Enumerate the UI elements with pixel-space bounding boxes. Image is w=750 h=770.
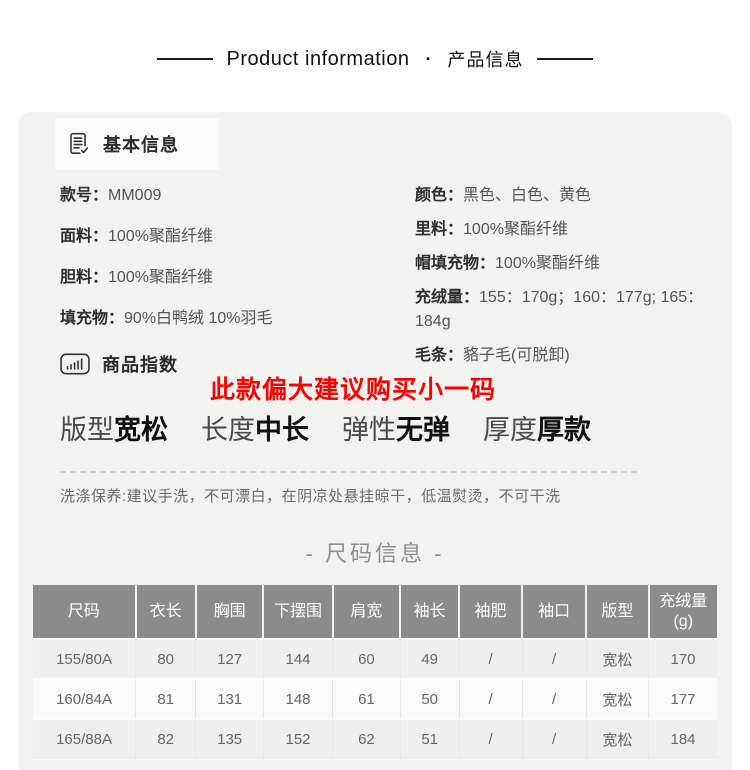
size-table-cell: 80 bbox=[135, 639, 196, 680]
size-table-cell: 60 bbox=[332, 639, 401, 680]
size-table-cell: 49 bbox=[399, 639, 460, 680]
product-index-row: 版型宽松 长度中长 弹性无弹 厚度厚款 bbox=[60, 408, 717, 447]
size-table-column-header: 版型 bbox=[585, 585, 649, 639]
size-table-column-header: 胸围 bbox=[194, 585, 264, 639]
header-line-left bbox=[156, 58, 213, 60]
info-item-lining: 里料：100%聚酯纤维 bbox=[415, 221, 568, 238]
size-table-cell: / bbox=[521, 639, 587, 680]
size-table: 尺码 衣长 胸围 下摆围 肩宽 袖长 袖肥 袖口 版型 充绒量(g) 155/80A 80 127 14… bbox=[33, 585, 717, 760]
size-table-column-header: 衣长 bbox=[134, 585, 196, 639]
size-table-cell: 61 bbox=[332, 679, 401, 720]
dashed-divider bbox=[60, 471, 637, 473]
size-table-cell: / bbox=[458, 639, 522, 680]
size-table-header-row: 尺码 衣长 胸围 下摆围 肩宽 袖长 袖肥 袖口 版型 充绒量(g) bbox=[33, 585, 717, 639]
size-table-cell: 144 bbox=[262, 639, 333, 680]
size-table-cell: 50 bbox=[399, 679, 460, 720]
index-item-length: 长度中长 bbox=[201, 415, 309, 445]
size-table-row: 160/84A 81 131 148 61 50// 宽松 177 bbox=[33, 679, 717, 720]
page-title-zh: 产品信息 bbox=[447, 50, 524, 70]
size-table-cell: 165/88A bbox=[33, 719, 136, 760]
size-table-cell: 82 bbox=[135, 719, 196, 760]
size-table-cell: 148 bbox=[262, 679, 333, 720]
size-table-column-header: 尺码 bbox=[33, 585, 136, 639]
page-header: Product information · 产品信息 bbox=[0, 0, 750, 72]
size-table-cell: 177 bbox=[648, 679, 717, 720]
info-item-down-weight: 充绒量：155：170g；160：177g; 165：184g bbox=[415, 289, 704, 330]
info-item-fur-collar: 毛条：貉子毛(可脱卸) bbox=[415, 347, 570, 364]
size-table-cell: 宽松 bbox=[585, 719, 649, 760]
bar-chart-icon bbox=[60, 353, 90, 375]
product-index-title: 商品指数 bbox=[102, 355, 178, 375]
index-item-fit: 版型宽松 bbox=[60, 415, 168, 445]
size-info-heading: - 尺码信息 - bbox=[305, 541, 445, 566]
size-table-cell: 81 bbox=[135, 679, 196, 720]
index-item-thickness: 厚度厚款 bbox=[483, 415, 591, 445]
info-item-fabric: 面料：100%聚酯纤维 bbox=[60, 228, 213, 245]
size-table-column-header: 下摆围 bbox=[262, 585, 333, 639]
info-item-hood-filling: 帽填充物：100%聚酯纤维 bbox=[415, 255, 600, 272]
size-table-cell: / bbox=[521, 679, 587, 720]
size-table-column-header: 袖长 bbox=[399, 585, 460, 639]
size-table-cell: 135 bbox=[195, 719, 264, 760]
size-table-body: 155/80A 80 127 144 60 49// 宽松 170 160/84A 81 131 14… bbox=[33, 639, 717, 760]
size-table-cell: 160/84A bbox=[33, 679, 136, 720]
size-table-cell: 宽松 bbox=[585, 639, 649, 680]
size-table-cell: / bbox=[458, 719, 522, 760]
index-item-elasticity: 弹性无弹 bbox=[342, 415, 450, 445]
basic-info-left-column: 款号：MM009 面料：100%聚酯纤维 胆料：100%聚酯纤维 填充物：90%… bbox=[60, 184, 415, 378]
size-table-cell: 51 bbox=[399, 719, 460, 760]
basic-info-grid: 款号：MM009 面料：100%聚酯纤维 胆料：100%聚酯纤维 填充物：90%… bbox=[60, 184, 717, 378]
size-table-cell: / bbox=[458, 679, 522, 720]
info-item-color: 颜色：黑色、白色、黄色 bbox=[415, 187, 592, 204]
basic-info-right-column: 颜色：黑色、白色、黄色 里料：100%聚酯纤维 帽填充物：100%聚酯纤维 充绒… bbox=[415, 184, 717, 378]
size-table-column-header: 袖口 bbox=[520, 585, 587, 639]
info-item-style-number: 款号：MM009 bbox=[60, 187, 162, 204]
info-item-filling: 填充物：90%白鸭绒 10%羽毛 bbox=[60, 310, 273, 327]
size-table-row: 155/80A 80 127 144 60 49// 宽松 170 bbox=[33, 639, 717, 680]
size-warning-text: 此款偏大建议购买小一码 bbox=[210, 376, 497, 404]
product-info-panel: 基本信息 款号：MM009 面料：100%聚酯纤维 胆料：100%聚酯纤维 填充… bbox=[18, 112, 732, 770]
size-table-cell: 155/80A bbox=[33, 639, 136, 680]
basic-info-section-header: 基本信息 bbox=[55, 118, 219, 170]
size-table-column-header: 袖肥 bbox=[458, 585, 522, 639]
basic-info-title: 基本信息 bbox=[103, 135, 179, 155]
size-table-cell: 152 bbox=[262, 719, 333, 760]
document-check-icon bbox=[65, 131, 91, 157]
size-table-row: 165/88A 82 135 152 62 51// 宽松 184 bbox=[33, 719, 717, 760]
size-table-cell: 184 bbox=[648, 719, 717, 760]
product-index-section-header: 商品指数 bbox=[60, 351, 415, 377]
info-item-shell: 胆料：100%聚酯纤维 bbox=[60, 269, 213, 286]
page-title-en: Product information bbox=[226, 47, 410, 70]
size-table-cell: 131 bbox=[195, 679, 264, 720]
size-table-head: 尺码 衣长 胸围 下摆围 肩宽 袖长 袖肥 袖口 版型 充绒量(g) bbox=[33, 585, 717, 639]
size-table-cell: 170 bbox=[648, 639, 717, 680]
header-line-right bbox=[537, 58, 594, 60]
size-table-cell: 宽松 bbox=[585, 679, 649, 720]
size-table-cell: / bbox=[521, 719, 587, 760]
size-table-cell: 62 bbox=[332, 719, 401, 760]
washing-care-text: 洗涤保养:建议手洗，不可漂白，在阴凉处悬挂晾干，低温熨烫，不可干洗 bbox=[60, 488, 561, 505]
size-table-column-header: 肩宽 bbox=[331, 585, 401, 639]
size-table-cell: 127 bbox=[195, 639, 264, 680]
title-separator-dot: · bbox=[425, 48, 432, 69]
size-table-column-header: 充绒量(g) bbox=[647, 585, 717, 639]
